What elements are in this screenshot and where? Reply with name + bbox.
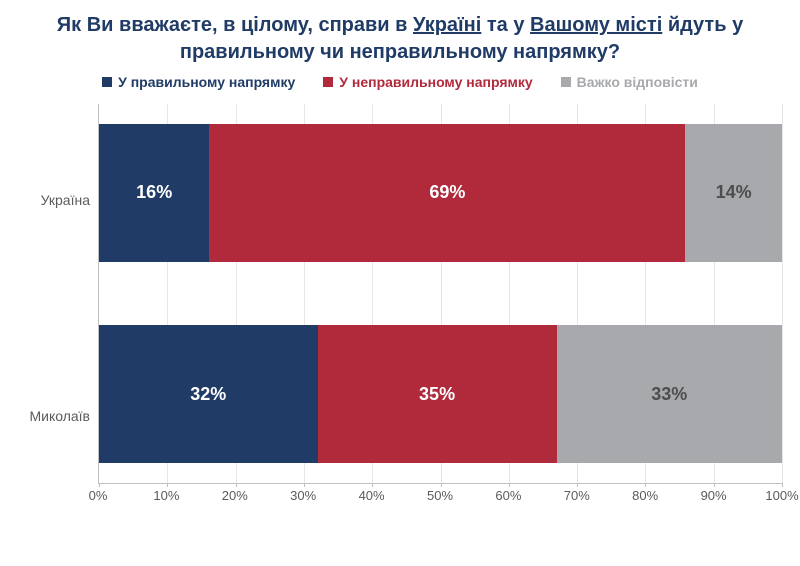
x-tick-label: 0% (89, 488, 108, 503)
title-underline-2: Вашому місті (530, 14, 662, 36)
bar-segment: 33% (557, 325, 782, 463)
bar-segment-value: 32% (190, 384, 226, 405)
bar-segment-value: 33% (651, 384, 687, 405)
x-tick-label: 30% (290, 488, 316, 503)
legend-swatch (102, 77, 112, 87)
x-tick-label: 100% (765, 488, 798, 503)
y-axis-label: Україна (18, 104, 98, 296)
chart-title: Як Ви вважаєте, в цілому, справи в Украї… (30, 12, 770, 66)
bar-row: 32% 35% 33% (99, 306, 782, 484)
chart: Україна Миколаїв 16% 69% 14% 32% 35% 33% 0% 10%… (18, 104, 782, 512)
x-tick-label: 60% (495, 488, 521, 503)
legend-item: У неправильному напрямку (323, 74, 532, 90)
x-tick-mark (509, 483, 510, 487)
bar-segment-value: 14% (716, 182, 752, 203)
title-underline-1: Україні (413, 14, 481, 36)
bar-segment-value: 16% (136, 182, 172, 203)
x-tick-mark (441, 483, 442, 487)
legend-swatch (561, 77, 571, 87)
title-mid: та у (481, 14, 530, 36)
row-gap (18, 296, 98, 320)
bar-segment: 69% (209, 124, 685, 262)
x-tick-mark (99, 483, 100, 487)
x-tick-label: 70% (564, 488, 590, 503)
plot-area: 16% 69% 14% 32% 35% 33% (98, 104, 782, 484)
x-tick-mark (645, 483, 646, 487)
stacked-bar: 32% 35% 33% (99, 325, 782, 463)
y-axis-label: Миколаїв (18, 320, 98, 512)
x-tick-mark (782, 483, 783, 487)
title-prefix: Як Ви вважаєте, в цілому, справи в (57, 14, 413, 36)
bar-segment: 35% (318, 325, 557, 463)
legend-label: У правильному напрямку (118, 74, 295, 90)
x-tick-label: 40% (359, 488, 385, 503)
x-tick-label: 10% (153, 488, 179, 503)
legend-label: У неправильному напрямку (339, 74, 532, 90)
x-tick-label: 20% (222, 488, 248, 503)
x-tick-label: 90% (701, 488, 727, 503)
x-tick-mark (304, 483, 305, 487)
x-tick-mark (577, 483, 578, 487)
legend-item: Важко відповісти (561, 74, 698, 90)
plot: 16%69%14%32%35%33% 0%10%20%30%40%50%60%7… (98, 104, 782, 512)
bar-segment-value: 35% (419, 384, 455, 405)
x-tick-mark (236, 483, 237, 487)
legend-label: Важко відповісти (577, 74, 698, 90)
legend: У правильному напрямку У неправильному на… (18, 74, 782, 90)
x-axis: 0%10%20%30%40%50%60%70%80%90%100% (98, 488, 782, 512)
row-gap (99, 282, 782, 306)
bar-segment: 32% (99, 325, 318, 463)
legend-swatch (323, 77, 333, 87)
legend-item: У правильному напрямку (102, 74, 295, 90)
x-tick-label: 50% (427, 488, 453, 503)
bar-row: 16% 69% 14% (99, 104, 782, 282)
x-tick-mark (714, 483, 715, 487)
bar-segment: 16% (99, 124, 209, 262)
x-tick-mark (167, 483, 168, 487)
y-axis-labels: Україна Миколаїв (18, 104, 98, 512)
bar-segment-value: 69% (429, 182, 465, 203)
x-tick-mark (372, 483, 373, 487)
stacked-bar: 16% 69% 14% (99, 124, 782, 262)
gridline (782, 104, 783, 483)
bar-segment: 14% (685, 124, 782, 262)
x-tick-label: 80% (632, 488, 658, 503)
